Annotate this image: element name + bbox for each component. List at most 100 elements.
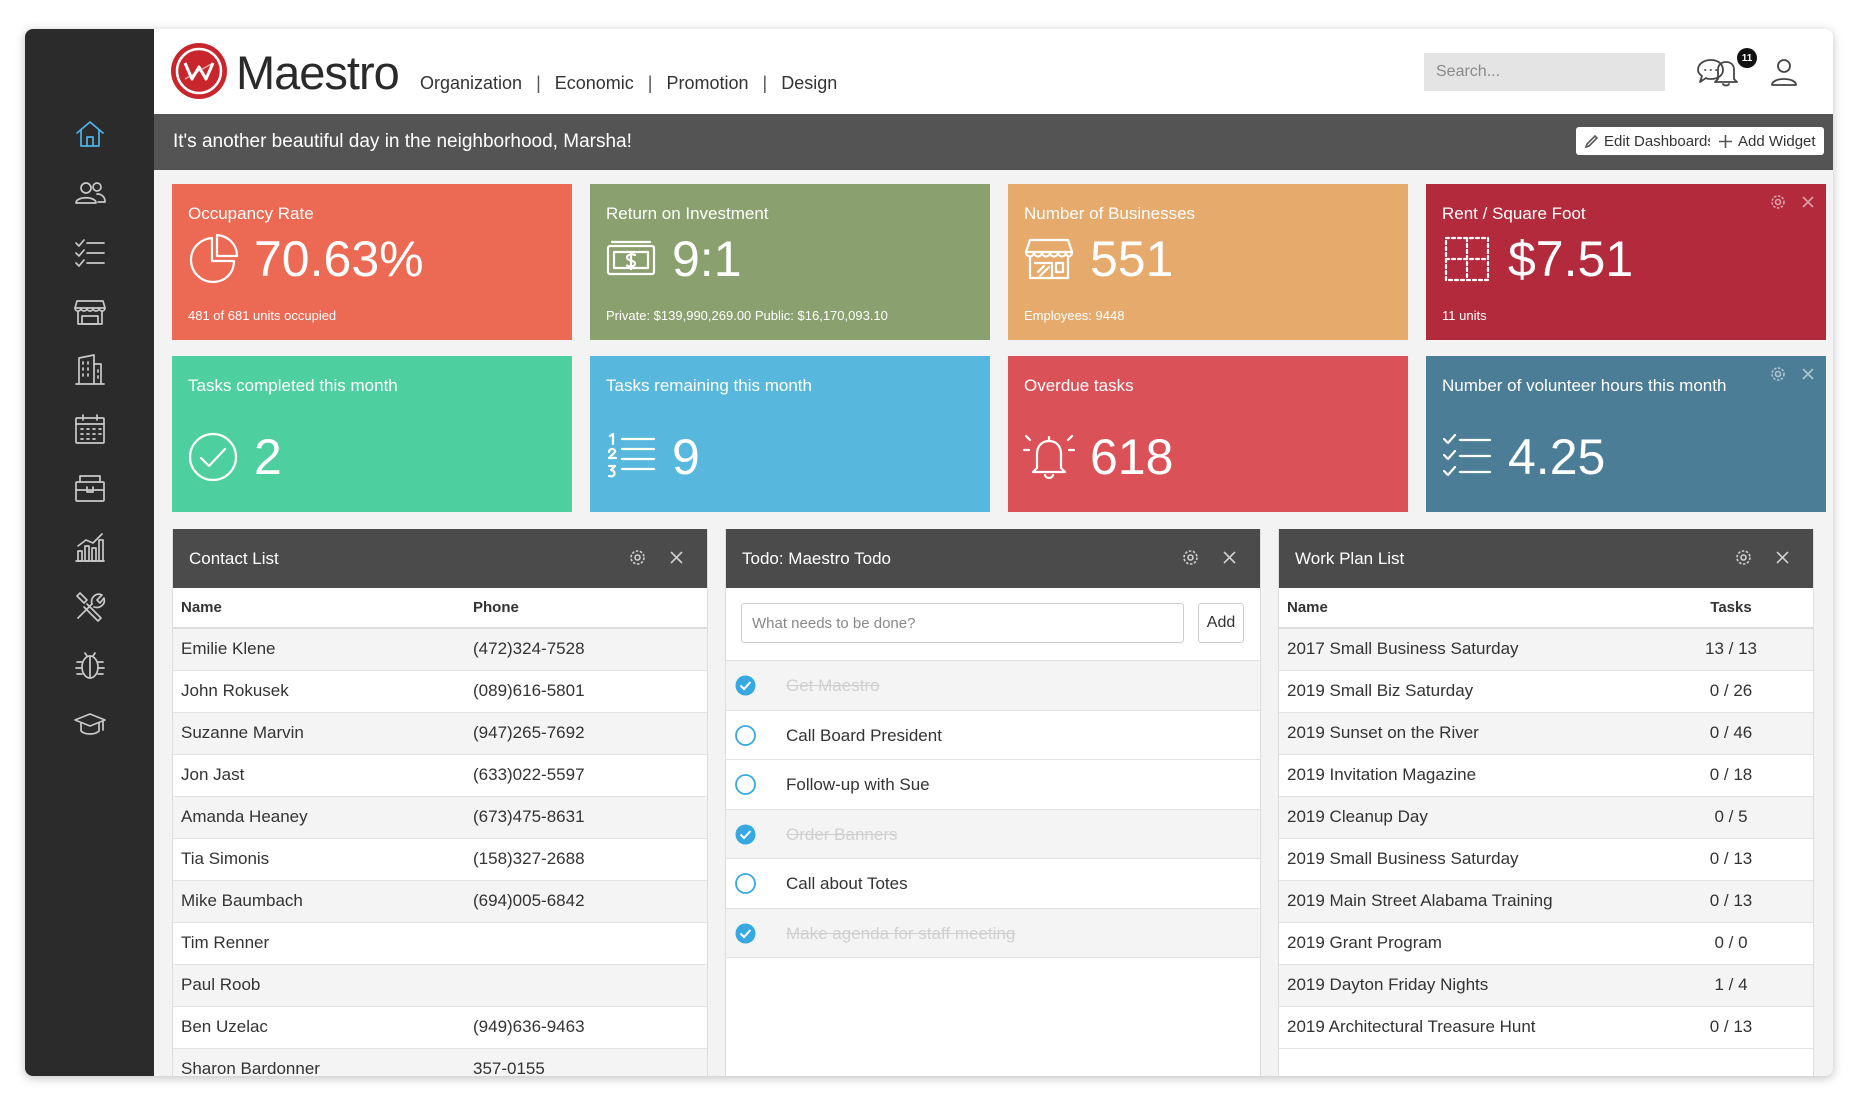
todo-item[interactable]: Follow-up with Sue	[726, 760, 1260, 810]
table-row[interactable]: Tia Simonis (158)327-2688	[173, 838, 707, 881]
storefront-icon	[73, 300, 106, 325]
table-row[interactable]: 2019 Small Business Saturday 0 / 13	[1279, 838, 1813, 881]
column-header-name[interactable]: Name	[1279, 588, 1649, 629]
user-profile-button[interactable]	[1767, 55, 1801, 89]
todo-item[interactable]: Make agenda for staff meeting	[726, 908, 1260, 958]
panel-settings-button[interactable]	[1182, 549, 1199, 566]
nav-separator: |	[536, 73, 541, 93]
table-row[interactable]: 2019 Main Street Alabama Training 0 / 13	[1279, 880, 1813, 923]
table-row[interactable]: 2019 Small Biz Saturday 0 / 26	[1279, 670, 1813, 713]
work-plan-panel: Work Plan List Name Tasks 2017 Small Bus…	[1278, 529, 1814, 1076]
nav-design[interactable]: Design	[781, 73, 838, 93]
unchecked-circle-icon[interactable]	[734, 872, 757, 895]
sidebar-item-properties[interactable]	[25, 345, 154, 395]
todo-item[interactable]: Order Banners	[726, 809, 1260, 859]
contact-phone: (947)265-7692	[465, 712, 707, 755]
panel-close-button[interactable]	[1774, 549, 1791, 566]
contact-phone	[465, 922, 707, 965]
panel-header: Contact List	[173, 529, 707, 588]
work-plan-name: 2019 Architectural Treasure Hunt	[1279, 1006, 1649, 1049]
checklist-icon	[74, 239, 105, 267]
nav-economic[interactable]: Economic	[554, 73, 634, 93]
table-row[interactable]: 2017 Small Business Saturday 13 / 13	[1279, 628, 1813, 671]
table-row[interactable]: Mike Baumbach (694)005-6842	[173, 880, 707, 923]
table-row[interactable]: Paul Roob	[173, 964, 707, 1007]
work-plan-name: 2019 Grant Program	[1279, 922, 1649, 965]
unchecked-circle-icon[interactable]	[734, 773, 757, 796]
table-row[interactable]: 2019 Dayton Friday Nights 1 / 4	[1279, 964, 1813, 1007]
table-row[interactable]: 2019 Sunset on the River 0 / 46	[1279, 712, 1813, 755]
panel-settings-button[interactable]	[1735, 549, 1752, 566]
sidebar-item-finance[interactable]	[25, 463, 154, 513]
gear-icon	[1771, 367, 1785, 381]
sidebar-item-issues[interactable]	[25, 640, 154, 690]
todo-item[interactable]: Call about Totes	[726, 859, 1260, 909]
tile-return-on-investment[interactable]: Return on Investment 9:1 Private: $139,9…	[590, 184, 990, 340]
edit-dashboards-button[interactable]: Edit Dashboards	[1576, 127, 1723, 155]
panel-title: Contact List	[189, 549, 279, 568]
todo-item[interactable]: Get Maestro	[726, 661, 1260, 711]
tile-occupancy-rate[interactable]: Occupancy Rate 70.63% 481 of 681 units o…	[172, 184, 572, 340]
sidebar-item-tools[interactable]	[25, 581, 154, 631]
work-plan-name: 2017 Small Business Saturday	[1279, 628, 1649, 671]
panel-close-button[interactable]	[668, 549, 685, 566]
sidebar-item-people[interactable]	[25, 168, 154, 218]
table-row[interactable]: Sharon Bardonner 357-0155	[173, 1048, 707, 1076]
tile-rent-per-square-foot[interactable]: Rent / Square Foot $7.51 11 units	[1426, 184, 1826, 340]
tile-title: Return on Investment	[606, 204, 769, 223]
checked-circle-icon[interactable]	[734, 823, 757, 846]
table-row[interactable]: 2019 Invitation Magazine 0 / 18	[1279, 754, 1813, 797]
table-row[interactable]: 2019 Architectural Treasure Hunt 0 / 13	[1279, 1006, 1813, 1049]
pencil-icon	[1584, 134, 1599, 148]
notifications-button[interactable]	[1709, 55, 1743, 89]
contact-phone: 357-0155	[465, 1048, 707, 1076]
sidebar-item-reports[interactable]	[25, 522, 154, 572]
checked-circle-icon[interactable]	[734, 922, 757, 945]
add-widget-button[interactable]: Add Widget	[1710, 127, 1824, 155]
checklist-icon	[1440, 430, 1494, 484]
unchecked-circle-icon[interactable]	[734, 724, 757, 747]
todo-item[interactable]: Call Board President	[726, 711, 1260, 760]
contact-phone: (694)005-6842	[465, 880, 707, 923]
nav-organization[interactable]: Organization	[420, 73, 523, 93]
table-row[interactable]: John Rokusek (089)616-5801	[173, 670, 707, 713]
tile-volunteer-hours[interactable]: Number of volunteer hours this month 4.2…	[1426, 356, 1826, 512]
table-row[interactable]: Emilie Klene (472)324-7528	[173, 628, 707, 671]
square-grid-icon	[1440, 232, 1494, 286]
sidebar-item-businesses[interactable]	[25, 286, 154, 336]
sidebar-item-calendar[interactable]	[25, 404, 154, 454]
column-header-name[interactable]: Name	[173, 588, 465, 629]
table-row[interactable]: 2019 Cleanup Day 0 / 5	[1279, 796, 1813, 839]
table-row[interactable]: Jon Jast (633)022-5597	[173, 754, 707, 797]
tile-number-of-businesses[interactable]: Number of Businesses 551 Employees: 9448	[1008, 184, 1408, 340]
tile-settings-button[interactable]	[1770, 194, 1786, 210]
search-input[interactable]	[1424, 53, 1665, 91]
todo-input[interactable]	[741, 603, 1184, 643]
maestro-logo-icon[interactable]	[169, 41, 229, 101]
column-header-phone[interactable]: Phone	[465, 588, 707, 629]
checked-circle-icon[interactable]	[734, 674, 757, 697]
tile-settings-button[interactable]	[1770, 366, 1786, 382]
bell-icon	[1714, 61, 1738, 87]
todo-add-button[interactable]: Add	[1198, 603, 1244, 643]
tile-value: 4.25	[1508, 429, 1606, 485]
table-row[interactable]: Suzanne Marvin (947)265-7692	[173, 712, 707, 755]
sidebar-item-training[interactable]	[25, 699, 154, 749]
sidebar-item-tasks[interactable]	[25, 227, 154, 277]
table-row[interactable]: 2019 Grant Program 0 / 0	[1279, 922, 1813, 965]
panel-title: Todo: Maestro Todo	[742, 549, 891, 568]
nav-promotion[interactable]: Promotion	[666, 73, 749, 93]
tile-close-button[interactable]	[1800, 194, 1816, 210]
panel-settings-button[interactable]	[629, 549, 646, 566]
tile-tasks-completed[interactable]: Tasks completed this month 2	[172, 356, 572, 512]
tile-tasks-remaining[interactable]: Tasks remaining this month 9	[590, 356, 990, 512]
column-header-tasks[interactable]: Tasks	[1649, 588, 1813, 629]
table-row[interactable]: Tim Renner	[173, 922, 707, 965]
table-row[interactable]: Ben Uzelac (949)636-9463	[173, 1006, 707, 1049]
tile-close-button[interactable]	[1800, 366, 1816, 382]
sidebar-item-home[interactable]	[25, 109, 154, 159]
tile-overdue-tasks[interactable]: Overdue tasks 618	[1008, 356, 1408, 512]
panel-close-button[interactable]	[1221, 549, 1238, 566]
work-plan-name: 2019 Sunset on the River	[1279, 712, 1649, 755]
table-row[interactable]: Amanda Heaney (673)475-8631	[173, 796, 707, 839]
